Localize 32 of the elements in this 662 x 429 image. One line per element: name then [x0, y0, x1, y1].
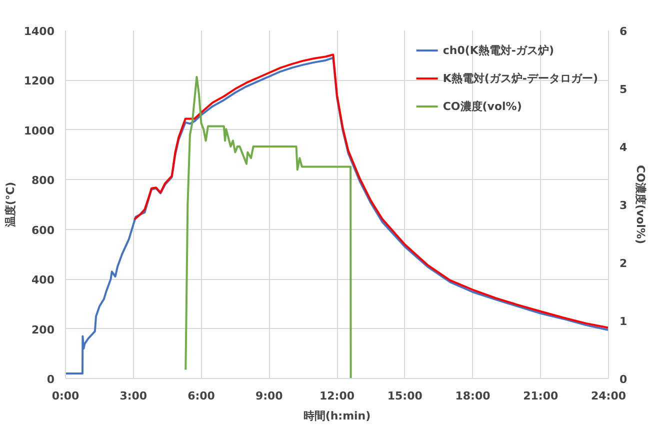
y-tick-label: 0: [46, 373, 55, 386]
x-tick-label: 24:00: [590, 390, 626, 402]
y2-tick-label: 6: [620, 25, 628, 38]
y-tick-label: 1400: [24, 25, 55, 38]
y-tick-label: 200: [32, 323, 55, 336]
y2-tick-label: 4: [620, 141, 628, 154]
y2-tick-label: 0: [620, 373, 628, 386]
legend-label: ch0(K熱電対-ガス炉): [442, 42, 554, 58]
line-series: [184, 76, 352, 378]
line-series: [66, 56, 608, 375]
x-tick-label: 15:00: [387, 390, 423, 402]
y-tick-label: 400: [32, 274, 55, 287]
x-tick-label: 6:00: [188, 390, 216, 402]
y-tick-label: 600: [32, 224, 55, 237]
y2-tick-label: 2: [620, 257, 628, 270]
x-tick-label: 21:00: [523, 390, 558, 402]
y-axis-title: 温度(℃): [4, 182, 17, 228]
x-axis-title: 時間(h:min): [303, 410, 371, 422]
y-tick-label: 1000: [24, 124, 55, 138]
x-tick-label: 9:00: [255, 390, 284, 402]
x-tick-label: 0:00: [52, 390, 80, 402]
y2-tick-label: 1: [620, 315, 628, 328]
y2-tick-label: 3: [620, 199, 628, 212]
x-tick-label: 18:00: [455, 390, 491, 402]
y2-tick-label: 5: [620, 83, 628, 96]
x-tick-label: 3:00: [120, 390, 148, 402]
legend-label: CO濃度(vol%): [442, 98, 522, 114]
x-tick-label: 12:00: [319, 390, 355, 402]
y-tick-label: 800: [32, 174, 55, 188]
legend-label: K熱電対(ガス炉-データロガー): [442, 70, 598, 86]
y2-axis-title: CO濃度(vol%): [634, 165, 648, 244]
y-tick-label: 1200: [24, 74, 55, 88]
